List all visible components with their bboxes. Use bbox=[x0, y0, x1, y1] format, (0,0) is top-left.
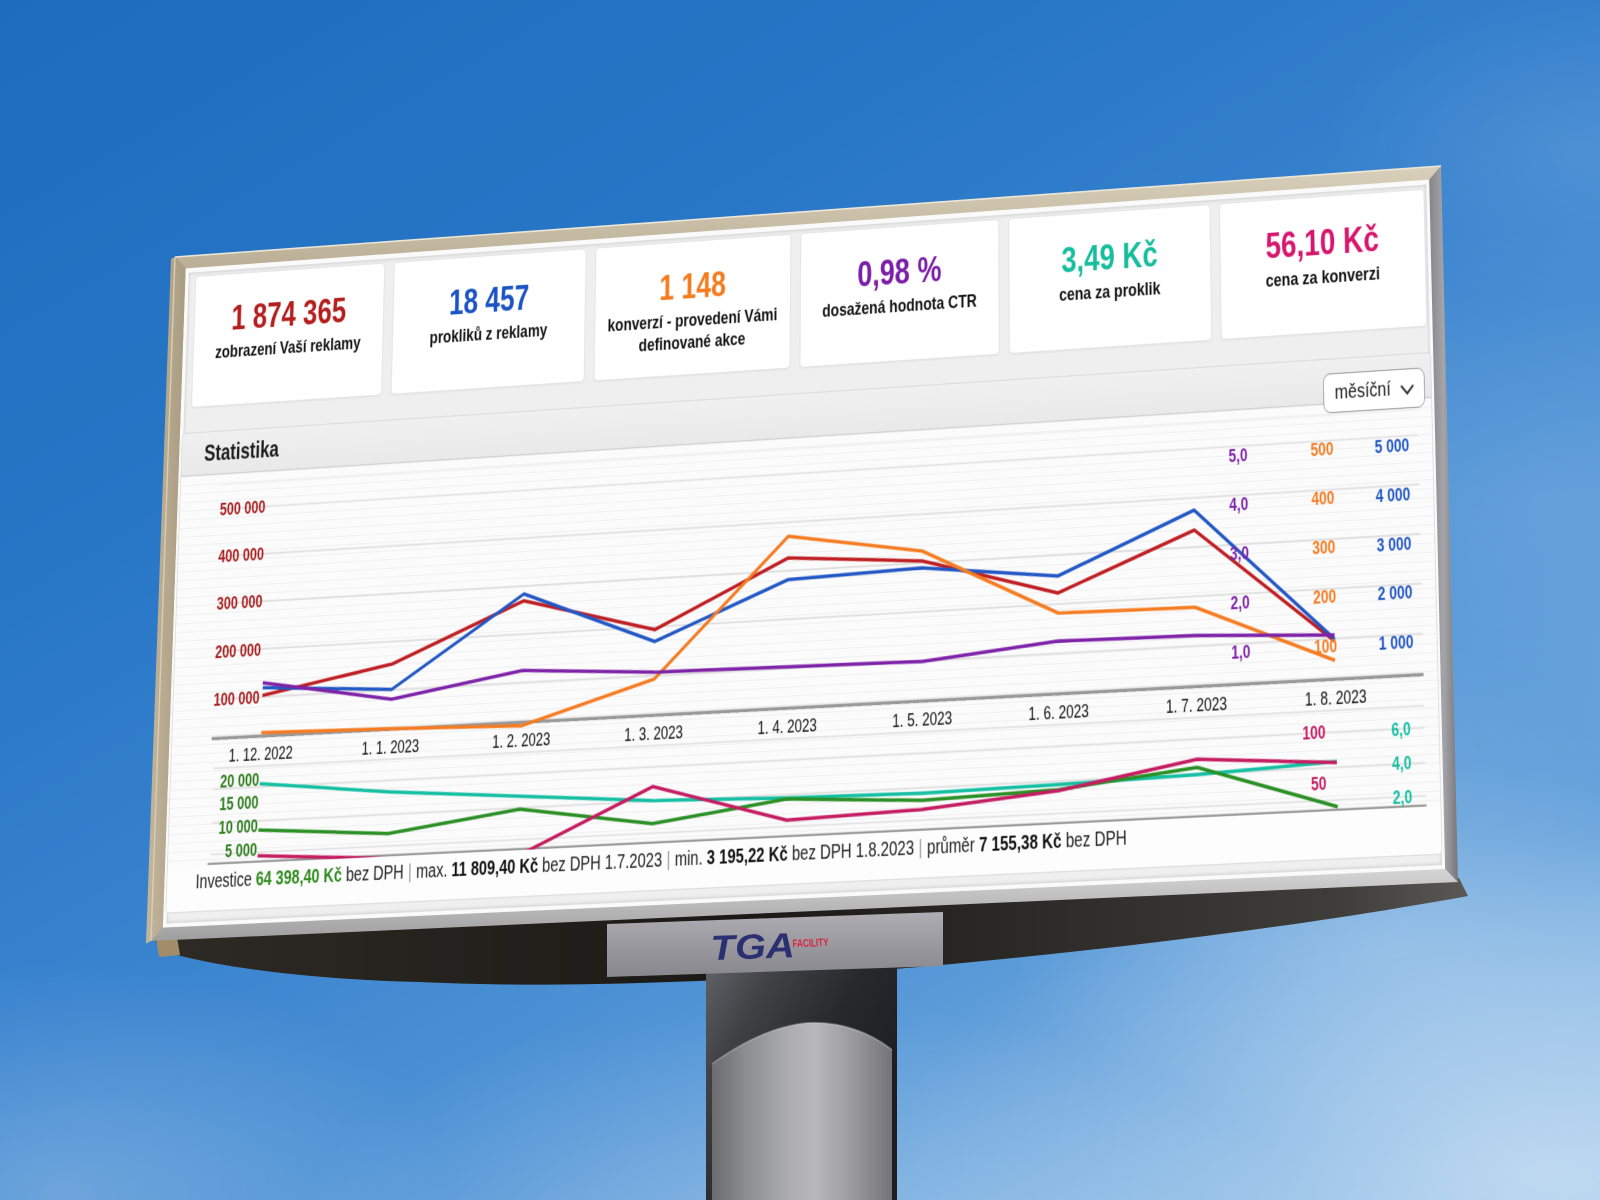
svg-text:1. 12. 2022: 1. 12. 2022 bbox=[228, 744, 293, 767]
svg-text:TGA: TGA bbox=[710, 926, 795, 968]
svg-text:3 000: 3 000 bbox=[1377, 534, 1412, 556]
svg-text:1. 1. 2023: 1. 1. 2023 bbox=[361, 737, 419, 759]
svg-text:1. 8. 2023: 1. 8. 2023 bbox=[1305, 688, 1367, 711]
svg-text:1. 7. 2023: 1. 7. 2023 bbox=[1166, 695, 1227, 718]
svg-text:300 000: 300 000 bbox=[216, 593, 262, 615]
svg-text:400: 400 bbox=[1311, 489, 1334, 510]
svg-text:100: 100 bbox=[1314, 638, 1337, 659]
svg-text:1. 4. 2023: 1. 4. 2023 bbox=[758, 716, 817, 739]
svg-text:20 000: 20 000 bbox=[220, 771, 260, 792]
svg-text:50: 50 bbox=[1311, 774, 1327, 795]
svg-text:1. 6. 2023: 1. 6. 2023 bbox=[1028, 702, 1089, 725]
svg-text:6,0: 6,0 bbox=[1391, 720, 1411, 741]
svg-text:200: 200 bbox=[1313, 588, 1336, 609]
svg-text:15 000: 15 000 bbox=[219, 794, 259, 815]
svg-text:100: 100 bbox=[1302, 723, 1325, 744]
svg-text:300: 300 bbox=[1312, 538, 1335, 559]
svg-text:1 000: 1 000 bbox=[1379, 633, 1414, 655]
svg-text:2,0: 2,0 bbox=[1230, 593, 1249, 614]
svg-text:1,0: 1,0 bbox=[1231, 643, 1250, 664]
svg-text:100 000: 100 000 bbox=[213, 689, 260, 711]
svg-text:4 000: 4 000 bbox=[1376, 485, 1411, 507]
svg-text:FACILITY: FACILITY bbox=[792, 937, 829, 950]
svg-text:200 000: 200 000 bbox=[215, 641, 261, 663]
svg-text:2,0: 2,0 bbox=[1393, 788, 1413, 809]
svg-text:400 000: 400 000 bbox=[218, 546, 264, 568]
svg-text:1. 3. 2023: 1. 3. 2023 bbox=[624, 723, 683, 746]
svg-text:10 000: 10 000 bbox=[218, 818, 258, 839]
svg-text:500: 500 bbox=[1310, 440, 1333, 461]
svg-text:500 000: 500 000 bbox=[219, 499, 265, 521]
svg-text:3,0: 3,0 bbox=[1230, 544, 1249, 565]
svg-text:4,0: 4,0 bbox=[1392, 754, 1412, 775]
svg-text:2 000: 2 000 bbox=[1378, 584, 1413, 606]
svg-text:1. 2. 2023: 1. 2. 2023 bbox=[492, 730, 550, 753]
svg-text:5 000: 5 000 bbox=[225, 841, 258, 862]
svg-text:1. 5. 2023: 1. 5. 2023 bbox=[892, 709, 952, 732]
svg-text:5 000: 5 000 bbox=[1375, 437, 1410, 459]
svg-text:5,0: 5,0 bbox=[1228, 446, 1247, 467]
svg-text:4,0: 4,0 bbox=[1229, 495, 1248, 516]
